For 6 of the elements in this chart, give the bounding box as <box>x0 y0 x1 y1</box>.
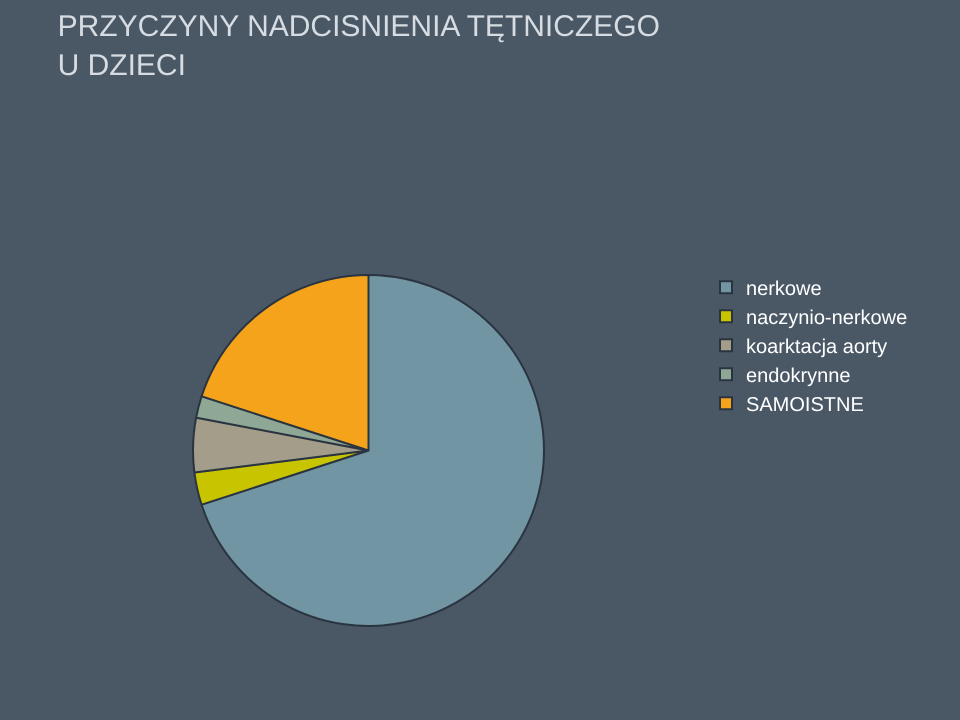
legend-label: nerkowe <box>746 278 822 300</box>
legend-label: koarktacja aorty <box>746 336 888 358</box>
legend-label: SAMOISTNE <box>746 394 864 416</box>
legend-label: naczynio-nerkowe <box>746 307 908 329</box>
chart-title: PRZYCZYNY NADCISNIENIA TĘTNICZEGO U DZIECI <box>58 10 660 82</box>
legend-label: endokrynne <box>746 365 851 387</box>
